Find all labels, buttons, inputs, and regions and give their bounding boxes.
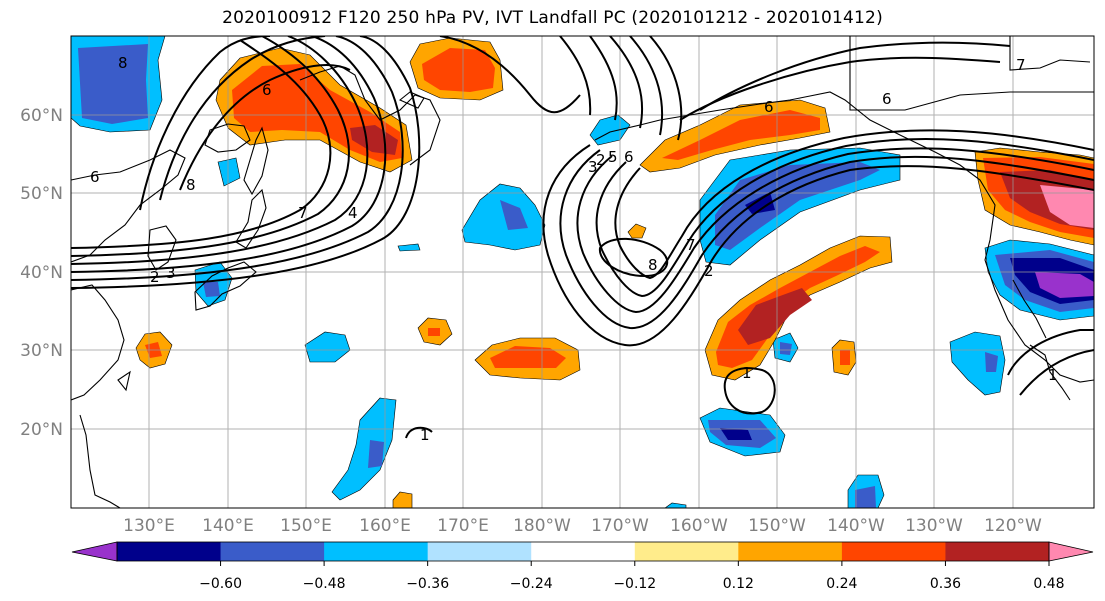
colorbar-tick-label: −0.60 [199, 576, 242, 592]
lat-label: 30°N [20, 341, 63, 361]
contour-label: 7 [1016, 56, 1026, 74]
lon-label: 140°W [827, 516, 885, 536]
colorbar-swatch [634, 542, 739, 561]
contour-label: 5 [608, 148, 618, 166]
contour-label: 8 [118, 54, 128, 72]
colorbar-tick-label: 0.12 [723, 576, 754, 592]
colorbar-right-extension [1048, 541, 1094, 562]
contour-label: 6 [262, 81, 272, 99]
lon-label: 180°W [513, 516, 571, 536]
coastlines [71, 36, 1094, 508]
colorbar-swatches [117, 542, 1050, 561]
map-panel: 8 6 6 8 3 7 4 2 3 2 5 6 8 7 2 6 6 7 1 1 … [71, 36, 1094, 508]
contour-labels: 8 6 6 8 3 7 4 2 3 2 5 6 8 7 2 6 6 7 1 1 … [90, 54, 1058, 444]
contour-label: 1 [742, 364, 752, 382]
colorbar-tick-label: 0.24 [826, 576, 857, 592]
lon-label: 160°E [359, 516, 411, 536]
contour-label: 7 [298, 204, 308, 222]
contour-label: 8 [648, 256, 658, 274]
contour-label: 3 [588, 158, 598, 176]
colorbar: −0.60 −0.48 −0.36 −0.24 −0.12 0.12 0.24 0.36 0.4… [71, 541, 1094, 592]
colorbar-tick-label: −0.24 [510, 576, 553, 592]
map-frame [70, 35, 1095, 509]
colorbar-outline [116, 541, 1050, 562]
colorbar-ticks: −0.60 −0.48 −0.36 −0.24 −0.12 0.12 0.24 0.36 0.4… [199, 561, 1065, 592]
colorbar-swatch [531, 542, 636, 561]
colorbar-tick-label: 0.36 [930, 576, 961, 592]
colorbar-left-extension [71, 541, 118, 562]
contour-label: 4 [348, 204, 358, 222]
contour-label: 2 [150, 268, 160, 286]
colorbar-swatch [945, 542, 1050, 561]
lon-label: 150°W [748, 516, 806, 536]
colorbar-tick-label: −0.36 [406, 576, 449, 592]
contour-label: 2 [596, 151, 606, 169]
contour-label: 6 [882, 90, 892, 108]
lon-label: 130°E [123, 516, 175, 536]
contour-label: 6 [90, 168, 100, 186]
lon-label: 130°W [905, 516, 963, 536]
colorbar-swatch [220, 542, 325, 561]
lon-label: 160°W [670, 516, 728, 536]
lon-label: 120°W [984, 516, 1042, 536]
latitude-axis: 60°N 50°N 40°N 30°N 20°N [20, 106, 63, 440]
colorbar-swatch [738, 542, 843, 561]
pv-negative-anomalies [71, 36, 1094, 508]
lat-label: 60°N [20, 106, 63, 126]
lat-label: 40°N [20, 263, 63, 283]
contour-label: 7 [686, 236, 696, 254]
lon-label: 170°E [437, 516, 489, 536]
contour-label: 6 [624, 148, 634, 166]
longitude-axis: 130°E 140°E 150°E 160°E 170°E 180°W 170°… [123, 516, 1042, 536]
lon-label: 170°W [591, 516, 649, 536]
map-title: 2020100912 F120 250 hPa PV, IVT Landfall… [222, 8, 883, 28]
contour-label: 6 [764, 98, 774, 116]
lat-label: 20°N [20, 420, 63, 440]
lon-label: 150°E [280, 516, 332, 536]
contour-label: 3 [166, 264, 176, 282]
graticule [71, 36, 1094, 508]
colorbar-swatch [841, 542, 946, 561]
lon-label: 140°E [202, 516, 254, 536]
colorbar-tick-label: −0.12 [613, 576, 656, 592]
colorbar-swatch [324, 542, 429, 561]
ivt-contours [71, 36, 1094, 439]
contour-label: 1 [1048, 366, 1058, 384]
contour-label: 2 [704, 262, 714, 280]
lat-label: 50°N [20, 184, 63, 204]
colorbar-swatch [427, 542, 532, 561]
colorbar-tick-label: −0.48 [303, 576, 346, 592]
colorbar-tick-label: 0.48 [1033, 576, 1064, 592]
contour-label: 8 [186, 176, 196, 194]
colorbar-swatch [117, 542, 222, 561]
contour-label: 1 [420, 426, 430, 444]
